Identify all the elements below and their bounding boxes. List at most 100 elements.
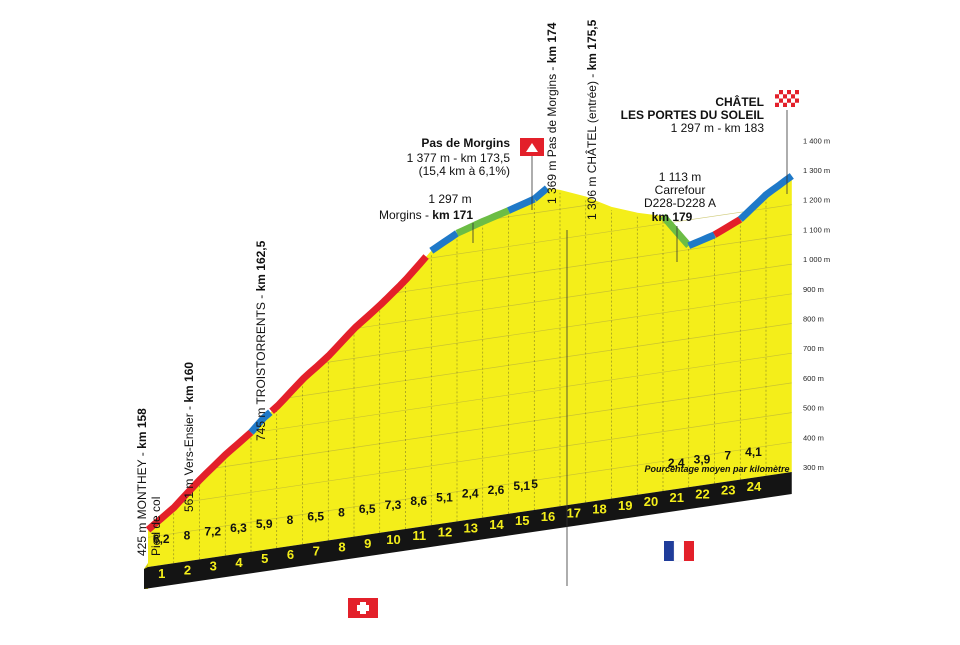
label-pas-de-morgins-vertical: 1 369 m Pas de Morgins - km 174 [545,22,559,204]
label-carrefour-name: Carrefour [655,183,706,197]
gradient-value-label: 7 [724,449,731,463]
mountain-peak-icon [526,143,538,152]
gradient-band-segment [737,173,794,222]
finish-flag-check [787,94,791,99]
km-tick-label: 1 [158,566,165,581]
km-tick-label: 4 [235,555,243,570]
label-pas-de-morgins-name: Pas de Morgins [421,136,510,150]
label-morgins-km: km 171 [432,208,473,222]
y-axis-tick-label: 700 m [803,344,824,353]
gradient-value-label: 7,3 [385,498,402,512]
label-finish-altitude: 1 297 m - km 183 [671,121,765,135]
gradient-band-segment [532,185,550,202]
finish-flag-check [783,98,787,103]
finish-flag-check [795,102,799,107]
y-axis-tick-label: 400 m [803,433,824,442]
y-axis-tick-label: 800 m [803,315,824,324]
km-tick-label: 20 [644,494,658,509]
gradient-caption: Pourcentage moyen par kilomètre [644,464,789,474]
altitude-gridline [212,382,792,469]
finish-flag-check [791,98,795,103]
label-finish-name-1: CHÂTEL [715,94,764,109]
label-chatel-entree: 1 306 m CHÂTEL (entrée) - km 175,5 [584,19,599,220]
gradient-value-label: 7,2 [204,525,221,539]
label-pied-de-col: Pied de col [149,497,163,556]
label-carrefour-altitude: 1 113 m [659,170,701,184]
km-tick-label: 3 [210,559,217,574]
gradient-value-label: 8 [338,506,345,520]
label-finish-name-2: LES PORTES DU SOLEIL [621,108,764,122]
label-pied-de-col-part: Pied de col [149,497,163,556]
label-troistorrents: 745 m TROISTORRENTS - km 162,5 [254,240,268,441]
altitude-gridline [392,234,792,294]
label-vers-ensier: 561 m Vers-Ensier - km 160 [182,362,196,512]
gradient-value-label: 6,5 [359,502,376,516]
french-flag-red [684,541,694,561]
km-tick-label: 22 [695,486,709,501]
finish-flag-check [775,90,779,95]
altitude-gridline [250,352,792,434]
gradient-value-label: 6,5 [307,509,324,523]
altitude-gridline [489,203,599,220]
label-morgins: Morgins - km 171 [379,208,473,222]
altitude-gridline [147,441,792,538]
y-axis-tick-label: 1 100 m [803,225,830,234]
finish-flag-check [779,94,783,99]
y-axis-tick-label: 1 000 m [803,255,830,264]
finish-flag-check [791,90,795,95]
y-axis-tick-label: 1 300 m [803,166,830,175]
gradient-band-segment [660,213,692,249]
altitude-gridline [321,293,792,364]
finish-flag-check [783,90,787,95]
gradient-band-segment [712,216,743,238]
y-axis-tick-label: 900 m [803,285,824,294]
gradient-band-segment [687,231,716,249]
swiss-cross-h [357,605,369,611]
km-tick-label: 5 [261,551,268,566]
label-carrefour-km: km 179 [652,210,693,224]
km-tick-label: 17 [567,505,581,520]
km-tick-label: 10 [386,532,400,547]
gradient-value-label: 3,9 [694,452,711,466]
y-axis-tick-label: 300 m [803,463,824,472]
km-tick-label: 9 [364,536,371,551]
label-morgins-altitude: 1 297 m [428,192,471,206]
label-monthey-part: 425 m MONTHEY - [135,449,149,556]
gradient-value-label: 2,4 [668,456,685,470]
y-axis-tick-label: 1 200 m [803,196,830,205]
label-pas-de-morgins-vertical-part: 1 369 m Pas de Morgins - [545,63,559,204]
finish-flag-check [795,94,799,99]
profile-area [148,175,792,567]
km-tick-label: 11 [412,528,426,543]
gradient-value-label: 5,1 [436,490,453,504]
gradient-value-label: 8,6 [410,494,427,508]
label-vers-ensier-part: km 160 [182,362,196,403]
gradient-band-segment [507,195,536,214]
label-troistorrents-part: km 162,5 [254,240,268,291]
y-axis-tick-label: 500 m [803,404,824,413]
french-flag-blue [664,541,674,561]
label-chatel-entree-part: km 175,5 [585,19,599,70]
km-tick-label: 7 [313,543,320,558]
label-pas-de-morgins-altitude: 1 377 m - km 173,5 [407,151,511,165]
km-tick-label: 14 [489,517,504,532]
gradient-value-label: 5,9 [256,517,273,531]
gradient-value-label: 8 [184,528,191,542]
gradient-band-segment [145,429,254,533]
label-morgins-name: Morgins - [379,208,432,222]
label-chatel-entree-part: 1 306 m CHÂTEL (entrée) - [584,70,599,220]
altitude-gridline [424,204,792,260]
km-tick-label: 23 [721,483,735,498]
y-axis-tick-label: 1 400 m [803,136,830,145]
gradient-value-label: 8 [287,513,294,527]
label-troistorrents-part: 745 m TROISTORRENTS - [254,291,268,441]
km-tick-label: 13 [464,521,478,536]
km-tick-label: 15 [515,513,529,528]
km-tick-label: 8 [338,540,345,555]
label-monthey: 425 m MONTHEY - km 158 [135,408,149,556]
label-monthey-part: km 158 [135,408,149,449]
gradient-value-label: 5 [531,477,538,491]
baseline-strip [144,472,792,589]
